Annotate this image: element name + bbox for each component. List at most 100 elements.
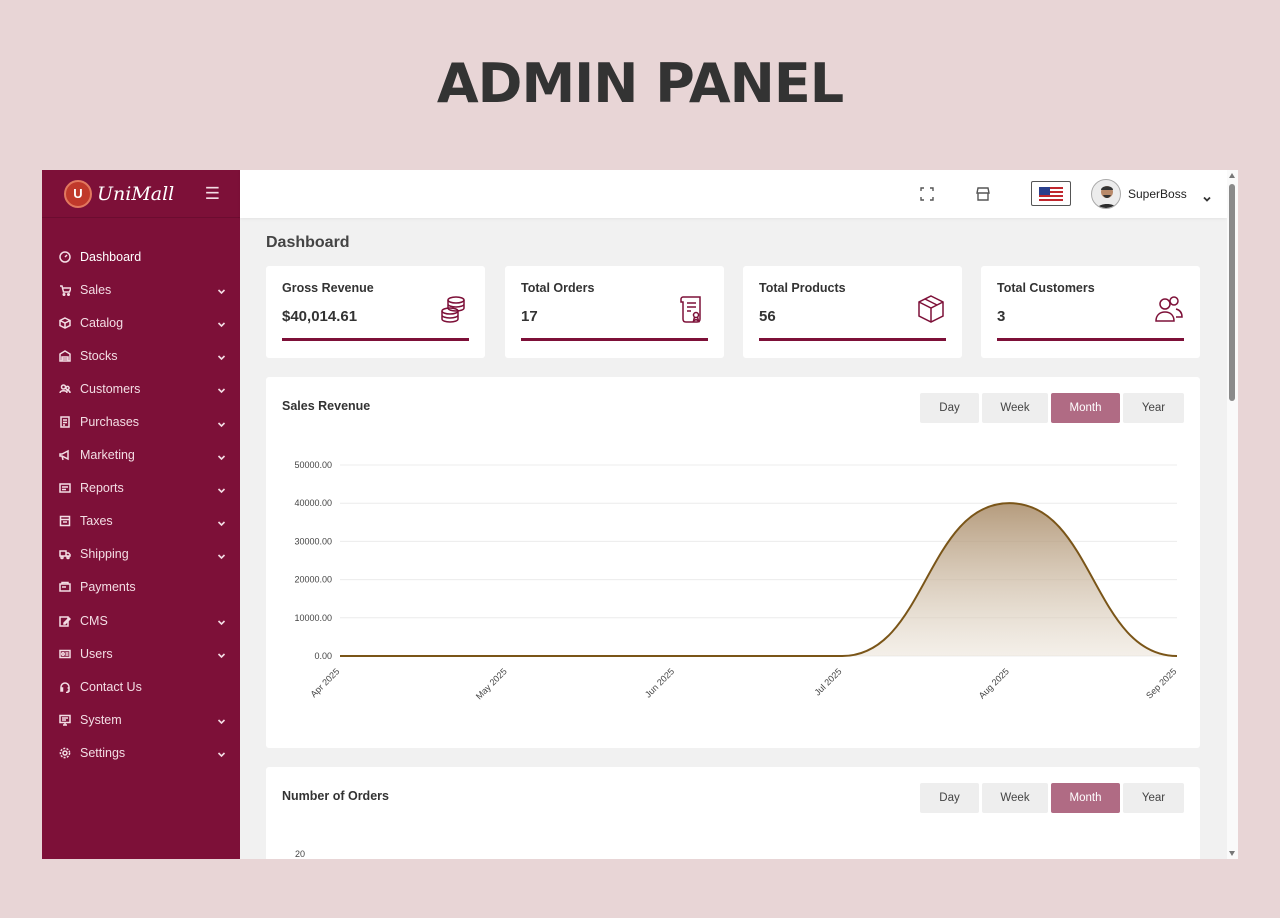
sidebar-item-customers[interactable]: Customers xyxy=(42,372,240,405)
x-tick-label: Apr 2025 xyxy=(309,666,342,699)
scroll-up-icon[interactable] xyxy=(1229,173,1235,178)
tab-year[interactable]: Year xyxy=(1123,783,1184,813)
sidebar-item-purchases[interactable]: Purchases xyxy=(42,405,240,438)
tab-day[interactable]: Day xyxy=(920,783,979,813)
scroll-thumb[interactable] xyxy=(1229,184,1235,401)
sales-area xyxy=(340,503,1177,656)
receipt-icon xyxy=(58,416,71,429)
stat-underline xyxy=(997,338,1184,341)
y-tick-label: 10000.00 xyxy=(294,613,332,623)
sidebar-item-system[interactable]: System xyxy=(42,703,240,736)
logo-text[interactable]: UniMall xyxy=(97,182,175,205)
sidebar-item-contact-us[interactable]: Contact Us xyxy=(42,670,240,703)
sidebar-item-label: Contact Us xyxy=(80,679,142,694)
chevron-down-icon[interactable] xyxy=(217,418,226,427)
tab-month[interactable]: Month xyxy=(1051,783,1120,813)
y-tick-label: 0.00 xyxy=(314,651,332,661)
sales-revenue-card: Sales Revenue Day Week Month Year 0.00 10000… xyxy=(266,377,1200,748)
us-flag-icon xyxy=(1039,186,1063,201)
sales-data-point[interactable] xyxy=(504,653,510,659)
sidebar-item-label: Catalog xyxy=(80,315,124,330)
orders-title: Number of Orders xyxy=(282,789,389,803)
sidebar-item-users[interactable]: Users xyxy=(42,637,240,670)
orders-period-tabs: Day Week Month Year xyxy=(920,783,1184,813)
sidebar-header: U UniMall ☰ xyxy=(42,170,240,218)
chevron-down-icon[interactable] xyxy=(217,285,226,295)
stat-card-total-customers[interactable]: Total Customers 3 xyxy=(981,266,1200,358)
stat-label: Total Products xyxy=(759,281,846,295)
warehouse-icon xyxy=(58,349,71,362)
sidebar-item-shipping[interactable]: Shipping xyxy=(42,538,240,571)
chevron-down-icon[interactable] xyxy=(217,351,226,361)
tab-week[interactable]: Week xyxy=(982,393,1048,423)
tab-week[interactable]: Week xyxy=(982,783,1048,813)
user-menu-chevron-icon[interactable] xyxy=(1203,190,1211,202)
chevron-down-icon[interactable] xyxy=(217,715,226,725)
stat-underline xyxy=(759,338,946,341)
id-card-icon xyxy=(58,647,71,660)
users-icon xyxy=(58,382,71,395)
chevron-down-icon[interactable] xyxy=(217,550,226,560)
tab-month[interactable]: Month xyxy=(1051,393,1120,423)
megaphone-icon xyxy=(58,449,71,462)
chevron-down-icon[interactable] xyxy=(217,484,226,493)
sales-data-point[interactable] xyxy=(839,653,845,659)
logo-badge[interactable]: U xyxy=(64,179,92,208)
sidebar-item-reports[interactable]: Reports xyxy=(42,472,240,505)
sidebar-item-label: System xyxy=(80,712,122,727)
sales-data-point[interactable] xyxy=(1007,500,1013,506)
y-tick-label: 20000.00 xyxy=(294,575,332,585)
orders-chart: 20 xyxy=(295,849,305,859)
sales-data-point[interactable] xyxy=(337,653,343,659)
stat-value: 3 xyxy=(997,308,1006,325)
menu-toggle-icon[interactable]: ☰ xyxy=(204,183,220,203)
sidebar-item-sales[interactable]: Sales xyxy=(42,273,240,306)
customers-icon xyxy=(1154,294,1184,324)
scroll-down-icon[interactable] xyxy=(1229,851,1235,856)
sidebar-item-dashboard[interactable]: Dashboard xyxy=(42,240,240,273)
sales-revenue-chart: 0.00 10000.00 20000.00 30000.00 40000.00 5000… xyxy=(294,460,1180,701)
sidebar-item-settings[interactable]: Settings xyxy=(42,736,240,769)
user-name[interactable]: SuperBoss xyxy=(1128,187,1187,201)
package-icon xyxy=(916,294,946,324)
truck-icon xyxy=(58,548,71,561)
stat-card-total-orders[interactable]: Total Orders 17 xyxy=(505,266,724,358)
x-tick-label: May 2025 xyxy=(474,666,509,701)
chevron-down-icon[interactable] xyxy=(217,318,226,328)
sidebar-item-label: Stocks xyxy=(80,348,118,363)
chevron-down-icon[interactable] xyxy=(217,517,226,526)
language-flag-button[interactable] xyxy=(1031,181,1071,206)
chevron-down-icon[interactable] xyxy=(217,649,226,659)
chevron-down-icon[interactable] xyxy=(217,384,226,394)
sidebar-item-label: Purchases xyxy=(80,415,140,430)
gear-icon xyxy=(58,746,71,759)
report-icon xyxy=(58,482,71,495)
sidebar-item-stocks[interactable]: Stocks xyxy=(42,339,240,372)
y-tick-label: 40000.00 xyxy=(294,498,332,508)
sidebar-item-label: Dashboard xyxy=(80,249,142,264)
stat-card-gross-revenue[interactable]: Gross Revenue $40,014.61 xyxy=(266,266,485,358)
avatar[interactable] xyxy=(1091,179,1121,209)
tab-day[interactable]: Day xyxy=(920,393,979,423)
fullscreen-icon[interactable] xyxy=(919,186,935,202)
stat-value: 56 xyxy=(759,308,776,325)
sales-data-point[interactable] xyxy=(1174,653,1180,659)
sidebar-item-payments[interactable]: Payments xyxy=(42,571,240,604)
sidebar-item-taxes[interactable]: Taxes xyxy=(42,505,240,538)
tax-icon xyxy=(58,515,71,528)
tab-year[interactable]: Year xyxy=(1123,393,1184,423)
invoice-icon xyxy=(678,294,708,324)
sales-revenue-title: Sales Revenue xyxy=(282,399,371,413)
sidebar-item-marketing[interactable]: Marketing xyxy=(42,439,240,472)
stat-label: Total Customers xyxy=(997,281,1095,295)
chevron-down-icon[interactable] xyxy=(217,451,226,460)
sales-data-point[interactable] xyxy=(672,653,678,659)
headset-icon xyxy=(58,680,71,693)
stat-card-total-products[interactable]: Total Products 56 xyxy=(743,266,962,358)
sidebar-item-cms[interactable]: CMS xyxy=(42,604,240,637)
sidebar-item-catalog[interactable]: Catalog xyxy=(42,306,240,339)
chevron-down-icon[interactable] xyxy=(217,748,226,758)
store-icon[interactable] xyxy=(975,186,991,202)
chevron-down-icon[interactable] xyxy=(217,616,226,626)
scrollbar[interactable] xyxy=(1227,170,1238,859)
